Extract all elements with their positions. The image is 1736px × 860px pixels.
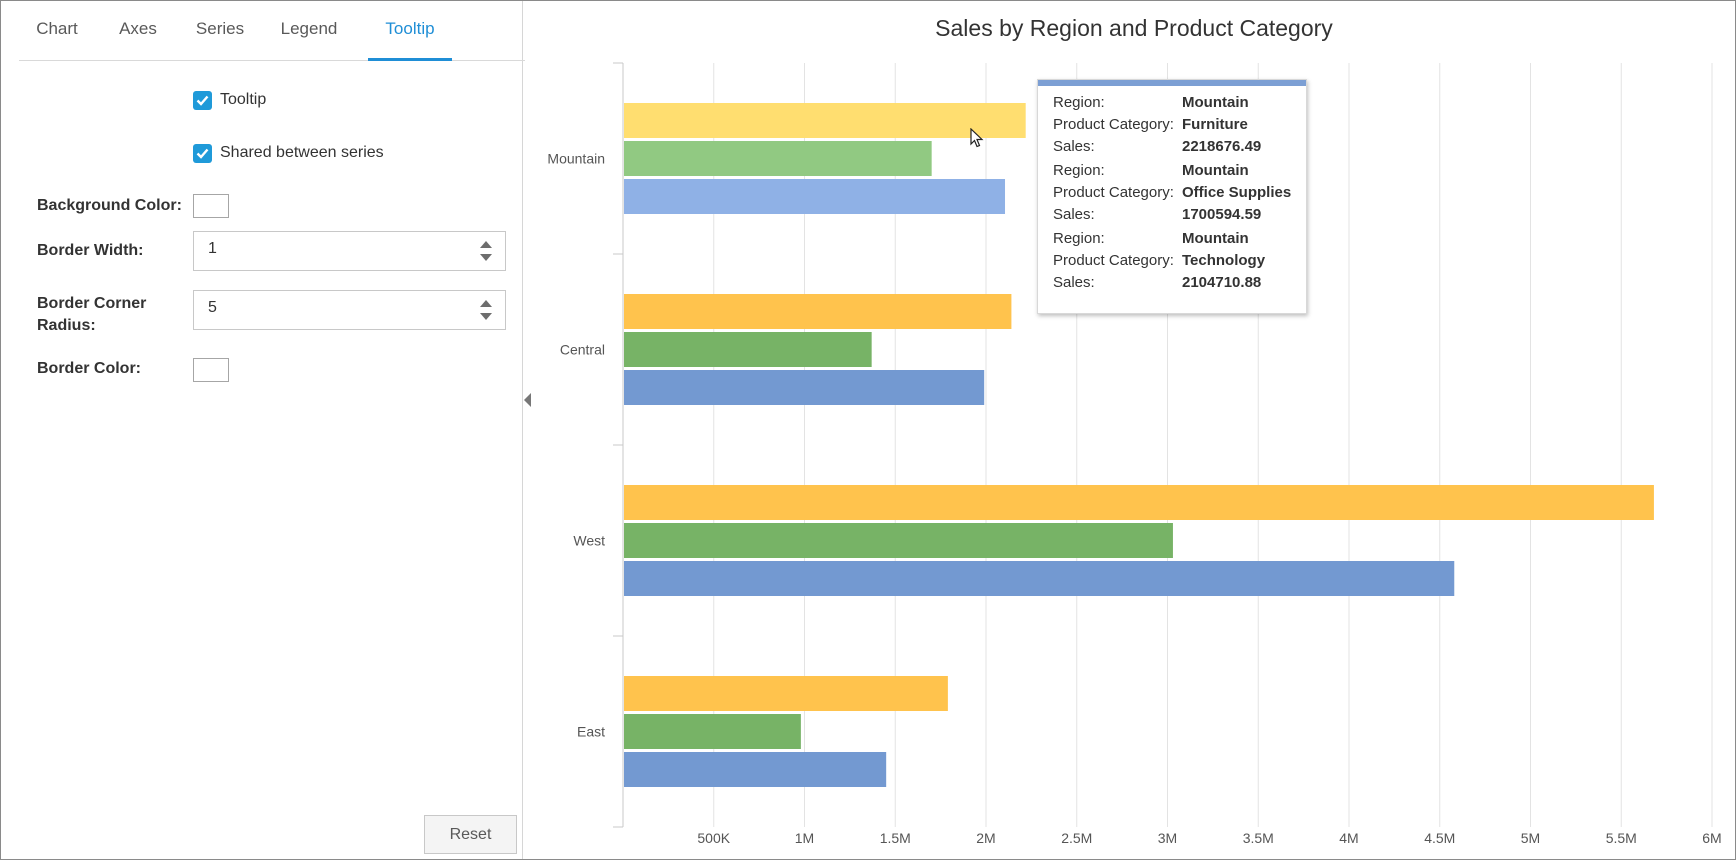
chart-tooltip: Region: Mountain Product Category: Furnitur… — [1037, 79, 1307, 314]
tooltip-row: Region: Mountain — [1053, 94, 1249, 112]
tab-tooltip[interactable]: Tooltip — [368, 1, 452, 61]
tooltip-checkbox-label: Tooltip — [220, 91, 267, 108]
tab-chart[interactable]: Chart — [36, 19, 78, 38]
bar — [624, 370, 985, 405]
x-tick-label: 5M — [1521, 830, 1540, 846]
tooltip-row: Region: Mountain — [1053, 162, 1249, 180]
border-color-swatch[interactable] — [193, 358, 229, 382]
tooltip-row: Product Category: Technology — [1053, 252, 1265, 270]
x-tick-label: 2.5M — [1061, 830, 1092, 846]
tooltip-row: Product Category: Furniture — [1053, 116, 1248, 134]
tooltip-value: 2218676.49 — [1182, 138, 1262, 155]
tooltip-value: 2104710.88 — [1182, 274, 1262, 291]
tooltip-row: Product Category: Office Supplies — [1053, 184, 1291, 202]
bar — [624, 103, 1026, 138]
x-tick-label: 1M — [795, 830, 814, 846]
background-color-label: Background Color: — [37, 197, 182, 214]
x-tick-label: 6M — [1702, 830, 1721, 846]
check-icon — [196, 148, 209, 159]
tab-legend[interactable]: Legend — [280, 19, 338, 38]
reset-button[interactable]: Reset — [424, 815, 517, 854]
caret-up-icon[interactable] — [480, 300, 492, 307]
border-width-label: Border Width: — [37, 242, 144, 259]
tooltip-value: Technology — [1182, 252, 1266, 269]
tooltip-toggle-row[interactable]: Tooltip — [193, 89, 266, 111]
settings-tabs: Chart Axes Series Legend Tooltip — [19, 1, 525, 61]
bar — [624, 752, 887, 787]
tooltip-key: Region: — [1053, 230, 1105, 247]
border-width-stepper[interactable]: 1 — [193, 231, 506, 271]
chart-title: Sales by Region and Product Category — [935, 15, 1333, 41]
border-radius-label-line-2: Radius: — [37, 317, 96, 334]
tooltip-key: Product Category: — [1053, 116, 1174, 133]
bar — [624, 179, 1006, 214]
tab-axes[interactable]: Axes — [119, 19, 157, 38]
border-radius-label-line-1: Border Corner — [37, 295, 147, 312]
x-tick-label: 4M — [1339, 830, 1358, 846]
bar — [624, 561, 1455, 596]
x-tick-label: 1.5M — [880, 830, 911, 846]
tooltip-value: Mountain — [1182, 162, 1249, 179]
tooltip-checkbox[interactable] — [193, 90, 212, 110]
tooltip-key: Sales: — [1053, 274, 1095, 291]
tooltip-row: Sales: 1700594.59 — [1053, 206, 1261, 224]
border-radius-value[interactable]: 5 — [208, 299, 217, 316]
bar — [624, 676, 948, 711]
tooltip-key: Sales: — [1053, 206, 1095, 223]
bar — [624, 332, 872, 367]
bar — [624, 485, 1654, 520]
y-category-label: East — [577, 724, 605, 740]
check-icon — [196, 95, 209, 106]
border-width-value[interactable]: 1 — [208, 240, 217, 257]
x-tick-label: 5.5M — [1606, 830, 1637, 846]
tooltip-value: Office Supplies — [1182, 184, 1292, 201]
tooltip-key: Region: — [1053, 162, 1105, 179]
caret-left-icon[interactable] — [524, 393, 531, 407]
settings-panel: Chart Axes Series Legend Tooltip Tooltip… — [1, 1, 525, 859]
background-color-swatch[interactable] — [193, 194, 229, 218]
x-tick-label: 500K — [697, 830, 730, 846]
y-category-label: Mountain — [547, 151, 605, 167]
x-tick-label: 2M — [976, 830, 995, 846]
tooltip-key: Sales: — [1053, 138, 1095, 155]
border-radius-stepper[interactable]: 5 — [193, 290, 506, 330]
caret-up-icon[interactable] — [480, 241, 492, 248]
shared-checkbox-label: Shared between series — [220, 144, 384, 161]
tooltip-value: Mountain — [1182, 94, 1249, 111]
bar — [624, 294, 1012, 329]
caret-down-icon[interactable] — [480, 313, 492, 320]
tooltip-value: Mountain — [1182, 230, 1249, 247]
shared-toggle-row[interactable]: Shared between series — [193, 142, 384, 164]
border-color-label: Border Color: — [37, 360, 141, 377]
tooltip-accent-bar — [1038, 80, 1306, 86]
x-tick-label: 3M — [1158, 830, 1177, 846]
tooltip-key: Product Category: — [1053, 252, 1174, 269]
y-category-label: Central — [560, 342, 605, 358]
bar — [624, 141, 932, 176]
mouse-pointer-icon — [970, 128, 984, 148]
caret-down-icon[interactable] — [480, 254, 492, 261]
tooltip-row: Sales: 2218676.49 — [1053, 138, 1261, 156]
x-tick-label: 4.5M — [1424, 830, 1455, 846]
tooltip-value: 1700594.59 — [1182, 206, 1262, 223]
shared-checkbox[interactable] — [193, 143, 212, 163]
x-tick-label: 3.5M — [1243, 830, 1274, 846]
y-category-label: West — [573, 533, 605, 549]
tooltip-value: Furniture — [1182, 116, 1248, 133]
tooltip-key: Product Category: — [1053, 184, 1174, 201]
tab-series[interactable]: Series — [195, 19, 245, 38]
bar — [624, 523, 1173, 558]
bar — [624, 714, 801, 749]
tooltip-key: Region: — [1053, 94, 1105, 111]
tooltip-row: Sales: 2104710.88 — [1053, 274, 1261, 292]
border-radius-label: Border Corner Radius: — [37, 293, 146, 337]
tooltip-row: Region: Mountain — [1053, 230, 1249, 248]
